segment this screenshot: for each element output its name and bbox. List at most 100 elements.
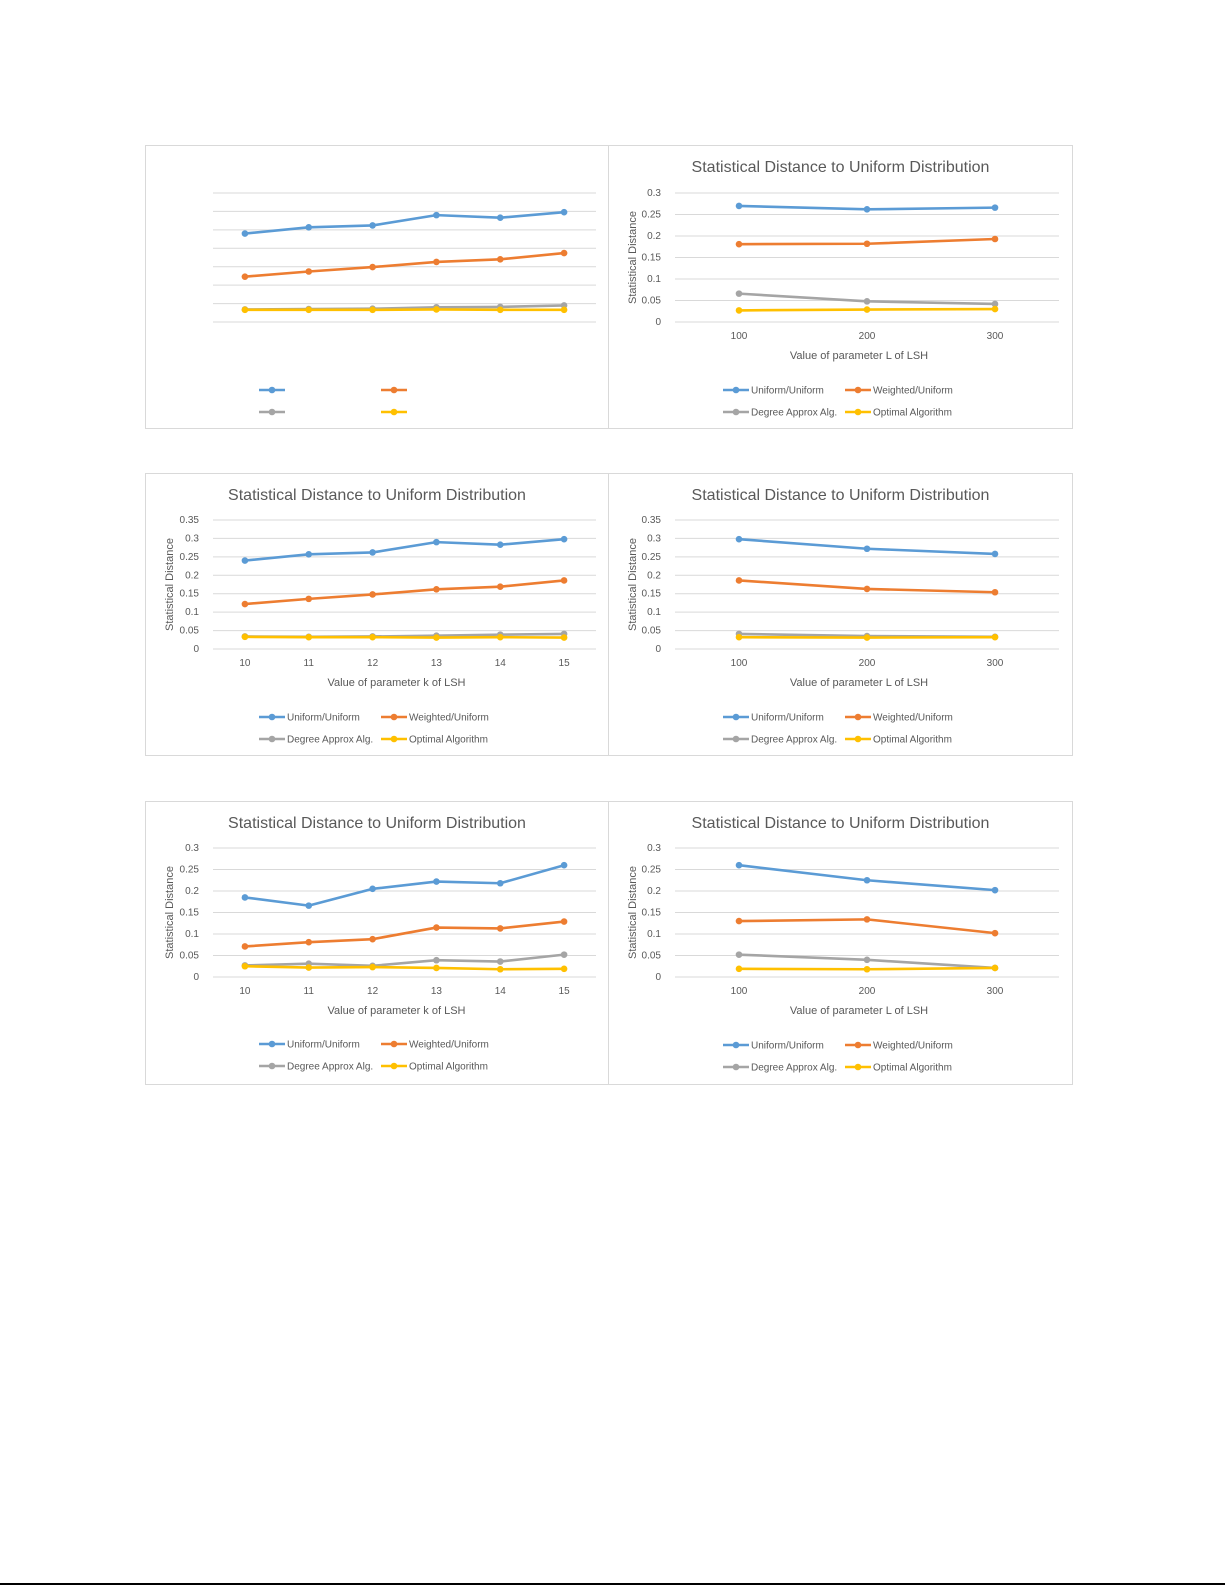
chart-title: Statistical Distance to Uniform Distribu… bbox=[692, 815, 990, 832]
data-point bbox=[241, 557, 249, 564]
data-point bbox=[305, 595, 313, 603]
y-tick-label: 0.1 bbox=[647, 274, 661, 285]
chart-row1-left bbox=[213, 192, 596, 416]
data-point bbox=[560, 577, 568, 584]
y-tick-label: 0.15 bbox=[642, 908, 662, 919]
series-line bbox=[244, 251, 565, 278]
y-tick-label: 0.05 bbox=[642, 626, 662, 637]
data-point bbox=[991, 300, 999, 308]
x-tick-label: 15 bbox=[559, 986, 571, 997]
data-point bbox=[496, 879, 504, 887]
y-tick-label: 0.2 bbox=[647, 886, 661, 897]
chart-panel-row2-right: Statistical Distance to Uniform Distribu… bbox=[608, 473, 1073, 756]
data-point bbox=[991, 204, 999, 211]
legend-label: Uniform/Uniform bbox=[287, 713, 360, 724]
data-point bbox=[369, 935, 376, 943]
legend-label: Weighted/Uniform bbox=[409, 713, 489, 724]
data-point bbox=[863, 585, 871, 593]
legend-marker bbox=[732, 1041, 740, 1049]
data-point bbox=[863, 298, 871, 305]
legend-label: Weighted/Uniform bbox=[873, 713, 953, 724]
legend-marker bbox=[390, 1062, 398, 1070]
y-tick-label: 0.1 bbox=[647, 607, 661, 618]
data-point bbox=[991, 633, 999, 641]
x-tick-label: 100 bbox=[731, 986, 748, 997]
y-tick-label: 0.15 bbox=[180, 908, 200, 919]
series-line bbox=[244, 210, 565, 235]
x-tick-label: 11 bbox=[304, 658, 315, 669]
chart-row3-right: Statistical Distance to Uniform Distribu… bbox=[627, 815, 1059, 1074]
data-point bbox=[369, 222, 376, 229]
data-point bbox=[241, 894, 249, 901]
y-tick-label: 0 bbox=[655, 972, 661, 983]
data-point bbox=[735, 240, 743, 248]
data-point bbox=[735, 917, 743, 925]
y-tick-label: 0.35 bbox=[642, 515, 662, 526]
legend-marker bbox=[268, 735, 276, 743]
legend-label: Degree Approx Alg. bbox=[751, 735, 837, 746]
data-point bbox=[369, 963, 376, 971]
series-line bbox=[244, 537, 565, 562]
data-point bbox=[241, 943, 249, 950]
data-point bbox=[433, 306, 440, 313]
data-point bbox=[241, 962, 249, 970]
y-axis-label: Statistical Distance bbox=[164, 866, 176, 959]
data-point bbox=[496, 256, 504, 263]
chart-row1-right: Statistical Distance to Uniform Distribu… bbox=[627, 159, 1059, 419]
chart-title: Statistical Distance to Uniform Distribu… bbox=[228, 487, 526, 504]
data-point bbox=[305, 938, 313, 946]
legend-label: Uniform/Uniform bbox=[751, 713, 824, 724]
data-point bbox=[735, 535, 743, 543]
data-point bbox=[735, 307, 743, 314]
data-point bbox=[735, 965, 743, 973]
data-point bbox=[560, 208, 568, 216]
data-point bbox=[991, 550, 999, 558]
y-tick-label: 0.3 bbox=[647, 843, 661, 854]
legend-marker bbox=[854, 735, 862, 743]
series-line bbox=[244, 635, 565, 639]
chart-title: Statistical Distance to Uniform Distribu… bbox=[692, 487, 990, 504]
x-axis-label: Value of parameter k of LSH bbox=[328, 1005, 466, 1017]
data-point bbox=[560, 249, 568, 257]
data-point bbox=[863, 206, 871, 213]
legend-label: Degree Approx Alg. bbox=[751, 408, 837, 419]
data-point bbox=[991, 929, 999, 937]
data-point bbox=[305, 964, 313, 971]
data-point bbox=[433, 924, 440, 931]
data-point bbox=[241, 633, 249, 641]
series-line bbox=[244, 579, 565, 606]
chart-panel-row1-left bbox=[145, 145, 609, 429]
chart-panel-row1-right: Statistical Distance to Uniform Distribu… bbox=[608, 145, 1073, 429]
data-point bbox=[560, 918, 568, 925]
data-point bbox=[496, 541, 504, 548]
data-point bbox=[241, 306, 249, 314]
data-point bbox=[560, 634, 568, 641]
chart-panel-row2-left: Statistical Distance to Uniform Distribu… bbox=[145, 473, 609, 756]
y-tick-label: 0.25 bbox=[180, 865, 200, 876]
data-point bbox=[433, 538, 440, 546]
legend-marker bbox=[390, 1040, 398, 1048]
legend-marker bbox=[854, 1063, 862, 1071]
x-tick-label: 200 bbox=[859, 658, 876, 669]
legend-marker bbox=[732, 713, 740, 721]
y-tick-label: 0 bbox=[655, 644, 661, 655]
data-point bbox=[863, 634, 871, 641]
data-point bbox=[560, 861, 568, 869]
legend-label: Degree Approx Alg. bbox=[287, 1062, 373, 1073]
data-point bbox=[735, 202, 743, 210]
y-tick-label: 0.25 bbox=[642, 552, 662, 563]
data-point bbox=[433, 878, 440, 885]
legend-marker bbox=[854, 408, 862, 416]
chart-title: Statistical Distance to Uniform Distribu… bbox=[692, 159, 990, 176]
x-tick-label: 300 bbox=[987, 331, 1004, 342]
chart-row3-left: Statistical Distance to Uniform Distribu… bbox=[164, 815, 596, 1073]
data-point bbox=[496, 214, 504, 221]
series-line bbox=[244, 920, 565, 948]
data-point bbox=[241, 230, 249, 237]
data-point bbox=[863, 965, 871, 973]
y-tick-label: 0 bbox=[193, 644, 199, 655]
y-tick-label: 0.25 bbox=[642, 865, 662, 876]
x-tick-label: 100 bbox=[731, 331, 748, 342]
data-point bbox=[735, 577, 743, 584]
y-axis-label: Statistical Distance bbox=[627, 866, 639, 959]
